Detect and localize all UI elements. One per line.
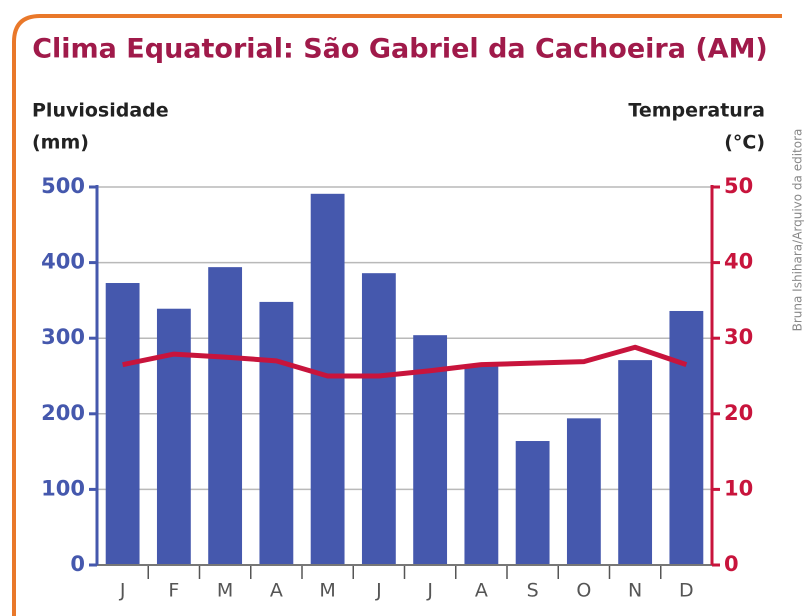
y-tick-label: 300 xyxy=(41,325,85,349)
bar xyxy=(361,273,396,565)
temperature-line xyxy=(122,344,688,379)
x-tick-label: N xyxy=(628,580,642,602)
y-axis-label: Pluviosidade xyxy=(32,100,169,122)
bar xyxy=(669,310,704,565)
bar xyxy=(310,193,345,565)
y2-axis-label: Temperatura xyxy=(628,100,765,122)
x-tick-label: D xyxy=(679,580,694,602)
x-tick-label: A xyxy=(270,580,283,602)
x-tick-label: F xyxy=(168,580,179,602)
y-tick-label: 100 xyxy=(41,476,85,500)
y2-tick-label: 20 xyxy=(724,401,753,425)
credit: Bruna Ishihara/Arquivo da editora xyxy=(791,129,805,332)
x-tick-label: O xyxy=(576,580,591,602)
x-tick-label: J xyxy=(119,580,126,602)
frame xyxy=(12,14,782,616)
y2-tick-label: 10 xyxy=(724,476,753,500)
bar xyxy=(566,418,601,565)
y-tick-label: 200 xyxy=(41,401,85,425)
y2-axis-label: (°C) xyxy=(724,132,765,154)
y-tick-label: 500 xyxy=(41,174,85,198)
x-tick-label: J xyxy=(375,580,382,602)
y-tick-label: 0 xyxy=(70,552,85,576)
y-axis-label: (mm) xyxy=(32,132,89,154)
bar xyxy=(618,360,653,565)
x-tick-label: M xyxy=(217,580,233,602)
y-tick-label: 400 xyxy=(41,250,85,274)
bar xyxy=(208,267,243,565)
bar xyxy=(464,364,499,565)
y2-tick-label: 0 xyxy=(724,552,739,576)
x-tick-label: S xyxy=(527,580,539,602)
bar xyxy=(156,308,191,565)
bar xyxy=(105,283,140,565)
y2-tick-label: 40 xyxy=(724,250,753,274)
y2-tick-label: 50 xyxy=(724,174,753,198)
x-tick-label: J xyxy=(426,580,433,602)
x-tick-label: A xyxy=(475,580,488,602)
chart-title: Clima Equatorial: São Gabriel da Cachoei… xyxy=(32,34,768,65)
y2-tick-label: 30 xyxy=(724,325,753,349)
bar xyxy=(515,441,550,565)
x-tick-label: M xyxy=(319,580,335,602)
bar xyxy=(259,301,294,565)
